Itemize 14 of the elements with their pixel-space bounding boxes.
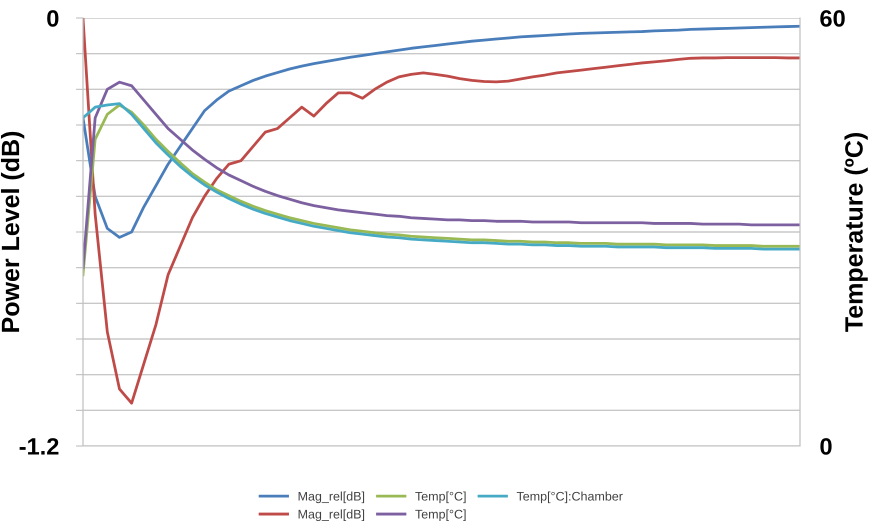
y-tick-label: -1.2 — [20, 438, 58, 455]
y2-tick-label: 60 — [820, 10, 845, 27]
legend-label: Mag_rel[dB] — [298, 509, 364, 522]
legend-label: Temp[°C] — [415, 491, 466, 504]
line-series — [83, 102, 800, 251]
legend-label: Mag_rel[dB] — [298, 491, 364, 504]
legend-label: Temp[°C] — [415, 509, 466, 522]
line-series — [83, 24, 800, 239]
line-series — [83, 18, 800, 405]
line-series — [83, 80, 800, 270]
y2-tick-label: 0 — [820, 438, 832, 455]
y2-axis-title: Temperature (ºC) — [844, 133, 868, 332]
legend-label: Temp[°C]:Chamber — [516, 491, 623, 504]
y-axis-title: Power Level (dB) — [0, 132, 24, 332]
